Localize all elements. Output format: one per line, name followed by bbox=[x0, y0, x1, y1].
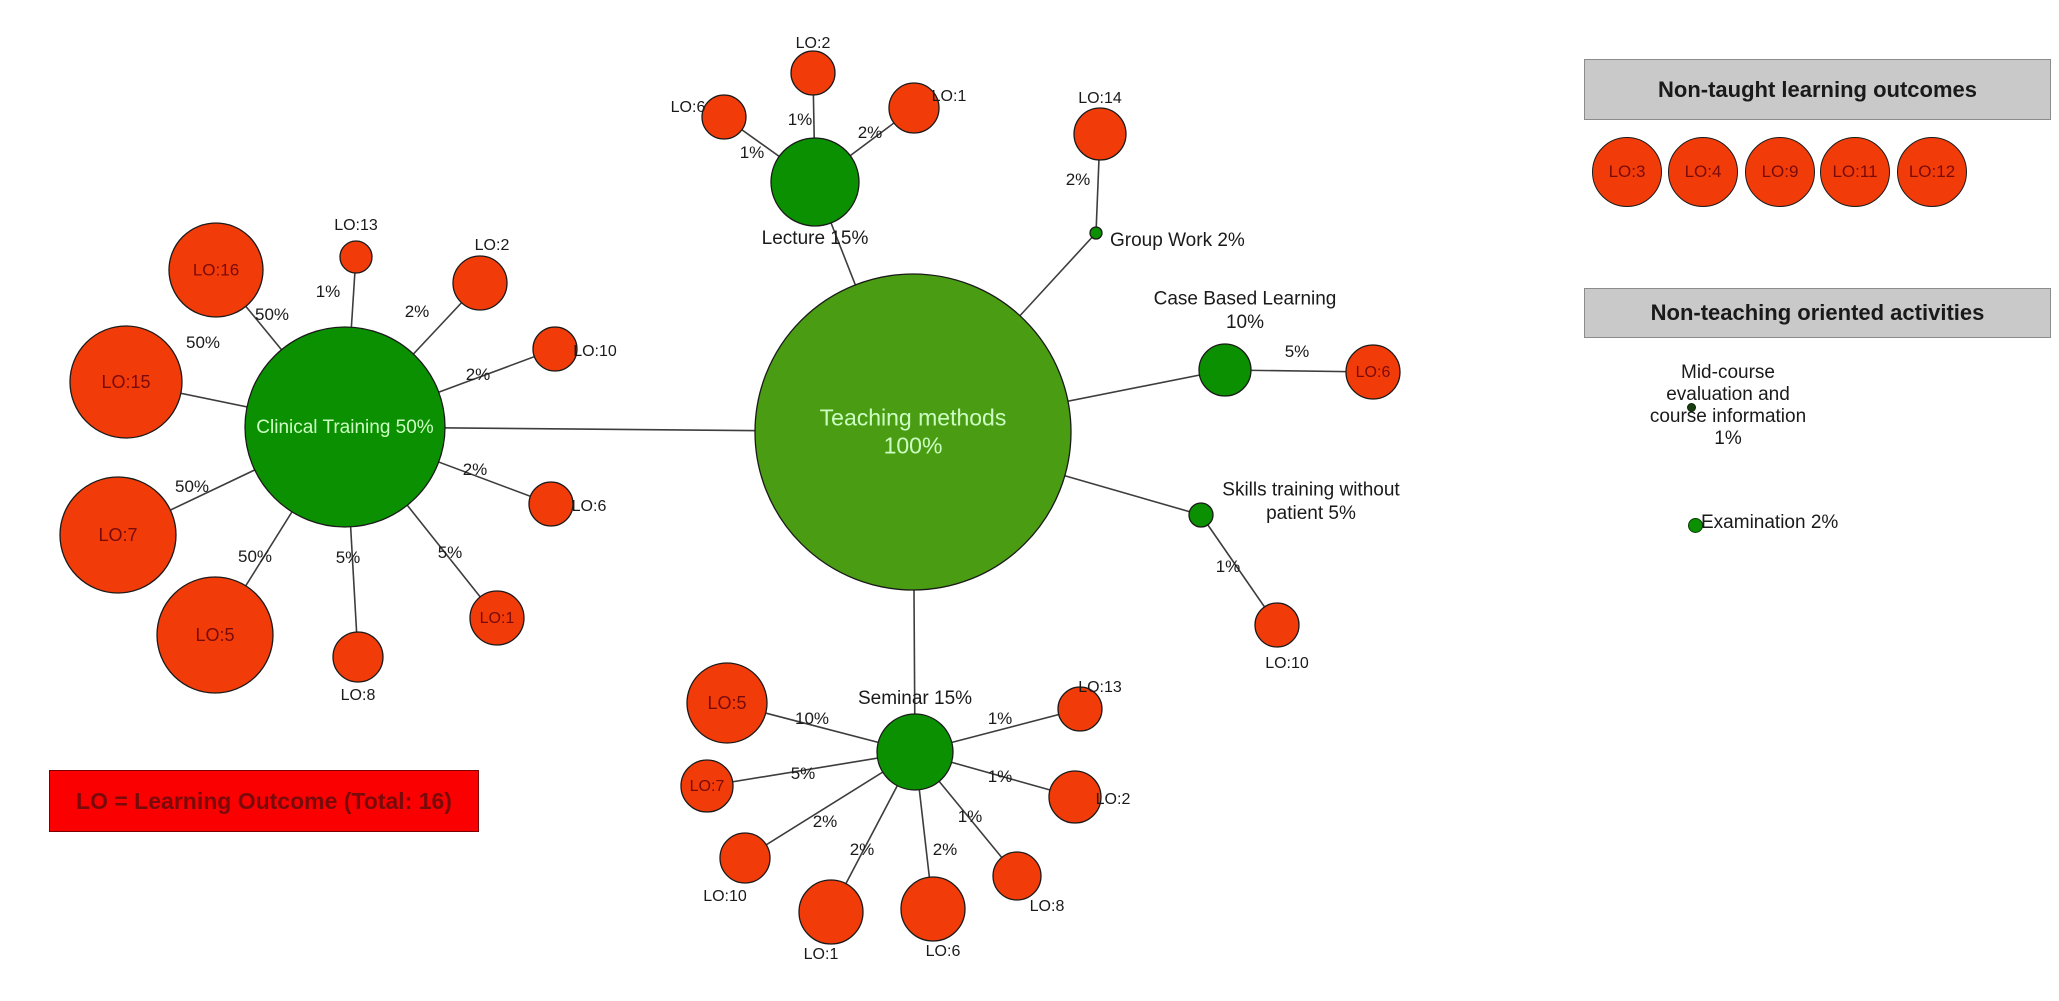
svg-text:2%: 2% bbox=[933, 840, 958, 859]
svg-text:1%: 1% bbox=[988, 767, 1013, 786]
svg-text:LO:8: LO:8 bbox=[341, 687, 376, 704]
svg-text:5%: 5% bbox=[791, 764, 816, 783]
svg-text:10%: 10% bbox=[795, 709, 829, 728]
svg-text:10%: 10% bbox=[1226, 312, 1264, 333]
svg-text:LO:6: LO:6 bbox=[572, 498, 607, 515]
svg-text:50%: 50% bbox=[238, 547, 272, 566]
svg-text:patient 5%: patient 5% bbox=[1266, 503, 1356, 524]
svg-text:Group Work 2%: Group Work 2% bbox=[1110, 230, 1245, 251]
svg-text:LO:14: LO:14 bbox=[1078, 90, 1122, 107]
svg-text:LO:7: LO:7 bbox=[98, 525, 137, 545]
svg-text:LO:10: LO:10 bbox=[703, 888, 747, 905]
svg-text:LO:2: LO:2 bbox=[1096, 791, 1131, 808]
svg-text:1%: 1% bbox=[1216, 557, 1241, 576]
svg-text:5%: 5% bbox=[336, 548, 361, 567]
svg-text:50%: 50% bbox=[175, 477, 209, 496]
svg-text:Clinical Training 50%: Clinical Training 50% bbox=[256, 417, 434, 438]
svg-text:LO:13: LO:13 bbox=[334, 217, 378, 234]
svg-text:2%: 2% bbox=[1066, 170, 1091, 189]
svg-text:Teaching methods: Teaching methods bbox=[820, 405, 1007, 431]
svg-text:2%: 2% bbox=[463, 460, 488, 479]
svg-text:Seminar 15%: Seminar 15% bbox=[858, 688, 972, 709]
svg-text:LO:2: LO:2 bbox=[475, 237, 510, 254]
svg-text:LO:7: LO:7 bbox=[690, 778, 725, 795]
svg-text:LO:5: LO:5 bbox=[195, 625, 234, 645]
svg-text:5%: 5% bbox=[1285, 342, 1310, 361]
svg-text:LO:1: LO:1 bbox=[480, 610, 515, 627]
svg-text:Case Based Learning: Case Based Learning bbox=[1154, 289, 1337, 310]
svg-text:2%: 2% bbox=[813, 812, 838, 831]
svg-text:Lecture 15%: Lecture 15% bbox=[762, 228, 869, 249]
svg-text:1%: 1% bbox=[788, 110, 813, 129]
svg-text:2%: 2% bbox=[405, 302, 430, 321]
svg-text:2%: 2% bbox=[858, 123, 883, 142]
svg-text:LO:6: LO:6 bbox=[926, 943, 961, 960]
svg-text:LO:10: LO:10 bbox=[1265, 655, 1309, 672]
svg-text:LO:5: LO:5 bbox=[707, 693, 746, 713]
svg-text:LO:1: LO:1 bbox=[804, 946, 839, 963]
svg-text:LO:15: LO:15 bbox=[101, 372, 150, 392]
svg-text:LO:6: LO:6 bbox=[671, 99, 706, 116]
svg-text:2%: 2% bbox=[466, 365, 491, 384]
svg-text:5%: 5% bbox=[438, 543, 463, 562]
svg-text:LO:16: LO:16 bbox=[193, 260, 239, 279]
svg-text:LO:2: LO:2 bbox=[796, 35, 831, 52]
svg-text:1%: 1% bbox=[988, 709, 1013, 728]
svg-text:1%: 1% bbox=[316, 282, 341, 301]
svg-text:Skills training without: Skills training without bbox=[1222, 480, 1400, 501]
svg-text:LO:8: LO:8 bbox=[1030, 898, 1065, 915]
svg-text:50%: 50% bbox=[255, 305, 289, 324]
svg-text:2%: 2% bbox=[850, 840, 875, 859]
svg-text:LO:1: LO:1 bbox=[932, 88, 967, 105]
svg-text:LO:6: LO:6 bbox=[1356, 364, 1391, 381]
svg-text:50%: 50% bbox=[186, 333, 220, 352]
svg-text:LO:10: LO:10 bbox=[573, 343, 617, 360]
svg-text:1%: 1% bbox=[958, 807, 983, 826]
svg-text:1%: 1% bbox=[740, 143, 765, 162]
svg-text:LO:13: LO:13 bbox=[1078, 679, 1122, 696]
svg-text:100%: 100% bbox=[884, 433, 943, 459]
